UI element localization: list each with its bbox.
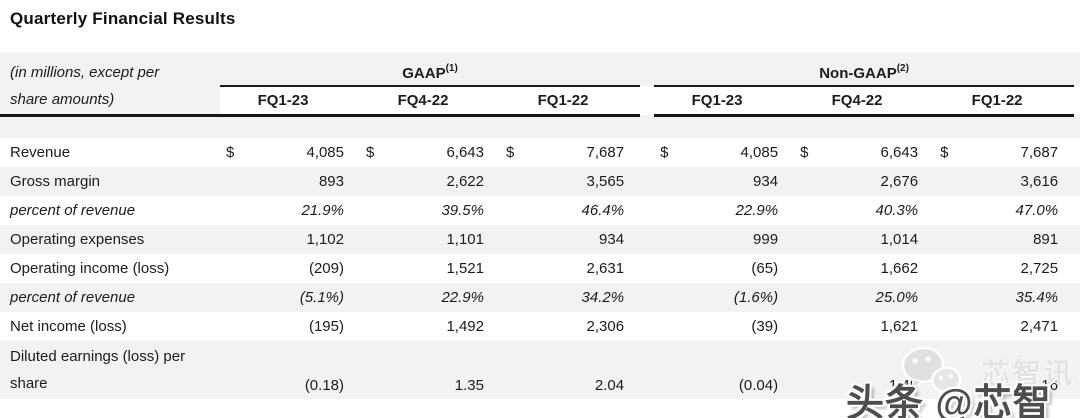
footnote-marker-1: (1) <box>445 63 458 74</box>
group-gap <box>640 86 655 115</box>
cell-value: 1,521 <box>446 260 484 277</box>
currency-symbol: $ <box>940 144 949 161</box>
quarter-header: FQ4-22 <box>794 86 935 117</box>
cell-value: 22.9% <box>388 283 500 312</box>
currency-symbol: $ <box>506 144 515 161</box>
table-row-net-income: Net income (loss) (195) 1,492 2,306 (39)… <box>0 312 1080 341</box>
cell-value: 21.9% <box>301 202 344 219</box>
cell-value: 999 <box>682 225 795 254</box>
cell-value: 7,687 <box>1020 144 1059 161</box>
cell-value: 2,471 <box>1020 318 1059 335</box>
cell-value: 1,662 <box>880 260 919 277</box>
cell-value: 893 <box>248 167 360 196</box>
quarter-header: FQ1-22 <box>934 86 1075 117</box>
cell-value: 4,085 <box>306 144 344 161</box>
cell-value: 22.9% <box>735 202 779 219</box>
currency-symbol: $ <box>226 144 235 161</box>
quarter-header: FQ1-23 <box>220 86 360 117</box>
row-label: Operating expenses <box>0 225 220 254</box>
table-row-gross-margin: Gross margin 893 2,622 3,565 934 2,676 3… <box>0 167 1080 196</box>
cell-value: 39.5% <box>441 202 484 219</box>
cell-value: (209) <box>308 260 344 277</box>
footnote-marker-2: (2) <box>896 63 909 74</box>
cell-value: 40.3% <box>875 202 919 219</box>
cell-value: 25.0% <box>822 283 935 312</box>
cell-value: (0.04) <box>682 341 795 399</box>
row-label: percent of revenue <box>0 283 220 312</box>
row-label: Diluted earnings (loss) per share <box>0 341 220 399</box>
cell-value: 35.4% <box>962 283 1075 312</box>
cell-value: 4,085 <box>740 144 779 161</box>
cell-value: (65) <box>751 260 779 277</box>
wechat-icon <box>901 346 962 396</box>
cell-value: 1,102 <box>248 225 360 254</box>
quarter-header: FQ1-23 <box>654 86 795 117</box>
cell-value: 7,687 <box>586 144 625 161</box>
cell-value: 891 <box>962 225 1075 254</box>
spacer-row <box>0 115 1080 138</box>
cell-value: 47.0% <box>1015 202 1059 219</box>
group-header-gaap: GAAP(1) <box>220 53 641 87</box>
row-label: Net income (loss) <box>10 318 127 335</box>
row-label: Revenue <box>10 144 71 161</box>
cell-value: 2.16 <box>962 341 1075 399</box>
cell-value: 1,101 <box>388 225 500 254</box>
currency-symbol: $ <box>660 144 669 161</box>
cell-value: 2.04 <box>528 341 641 399</box>
cell-value: 2,622 <box>388 167 500 196</box>
currency-symbol: $ <box>366 144 375 161</box>
cell-value: (5.1%) <box>248 283 360 312</box>
group-gap <box>640 53 655 86</box>
right-pad <box>1074 53 1080 86</box>
cell-value: (195) <box>308 318 344 335</box>
financial-results-table: (in millions, except per GAAP(1) Non-GAA… <box>0 53 1080 399</box>
cell-value: 934 <box>528 225 641 254</box>
quarter-header-row: share amounts) FQ1-23 FQ4-22 FQ1-22 FQ1-… <box>0 86 1080 117</box>
cell-value: (0.18) <box>248 341 360 399</box>
cell-value: 2,306 <box>586 318 625 335</box>
cell-value: 2,631 <box>586 260 625 277</box>
watermark-credit-text: 头条 @芯智讯 <box>846 383 1052 418</box>
cell-value: 934 <box>682 167 795 196</box>
watermark-brand-text: 芯智讯 <box>982 358 1076 389</box>
table-row-operating-income: Operating income (loss) (209) 1,521 2,63… <box>0 254 1080 283</box>
cell-value: 1.35 <box>388 341 500 399</box>
quarter-header: FQ4-22 <box>360 86 500 117</box>
currency-symbol: $ <box>800 144 809 161</box>
cell-value: 2,676 <box>822 167 935 196</box>
cell-value: 1,492 <box>446 318 484 335</box>
cell-value: 2,725 <box>1020 260 1059 277</box>
cell-value: 6,643 <box>446 144 484 161</box>
cell-value: 6,643 <box>880 144 919 161</box>
group-header-nongaap: Non-GAAP(2) <box>654 53 1075 87</box>
cell-value: 3,616 <box>962 167 1075 196</box>
page-title: Quarterly Financial Results <box>10 9 236 28</box>
cell-value: 1,014 <box>822 225 935 254</box>
cell-value: 34.2% <box>528 283 641 312</box>
quarter-header: FQ1-22 <box>500 86 641 117</box>
unit-note-line2: share amounts) <box>0 86 220 117</box>
table-row-percent-of-revenue: percent of revenue (5.1%) 22.9% 34.2% (1… <box>0 283 1080 312</box>
cell-value: 3,565 <box>528 167 641 196</box>
right-pad <box>1074 86 1080 115</box>
table-row-operating-expenses: Operating expenses 1,102 1,101 934 999 1… <box>0 225 1080 254</box>
group-header-row: (in millions, except per GAAP(1) Non-GAA… <box>0 53 1080 87</box>
row-label: Operating income (loss) <box>10 260 170 277</box>
row-label: percent of revenue <box>10 202 136 219</box>
cell-value: 1,621 <box>880 318 919 335</box>
unit-note-line1: (in millions, except per <box>0 53 220 86</box>
cell-value: 46.4% <box>581 202 625 219</box>
row-label: Gross margin <box>0 167 220 196</box>
table-row-percent-of-revenue: percent of revenue 21.9% 39.5% 46.4% 22.… <box>0 196 1080 225</box>
cell-value: (39) <box>751 318 779 335</box>
cell-value: (1.6%) <box>682 283 795 312</box>
table-row-revenue: Revenue $ 4,085 $ 6,643 $ 7,687 $ 4,085 … <box>0 138 1080 167</box>
